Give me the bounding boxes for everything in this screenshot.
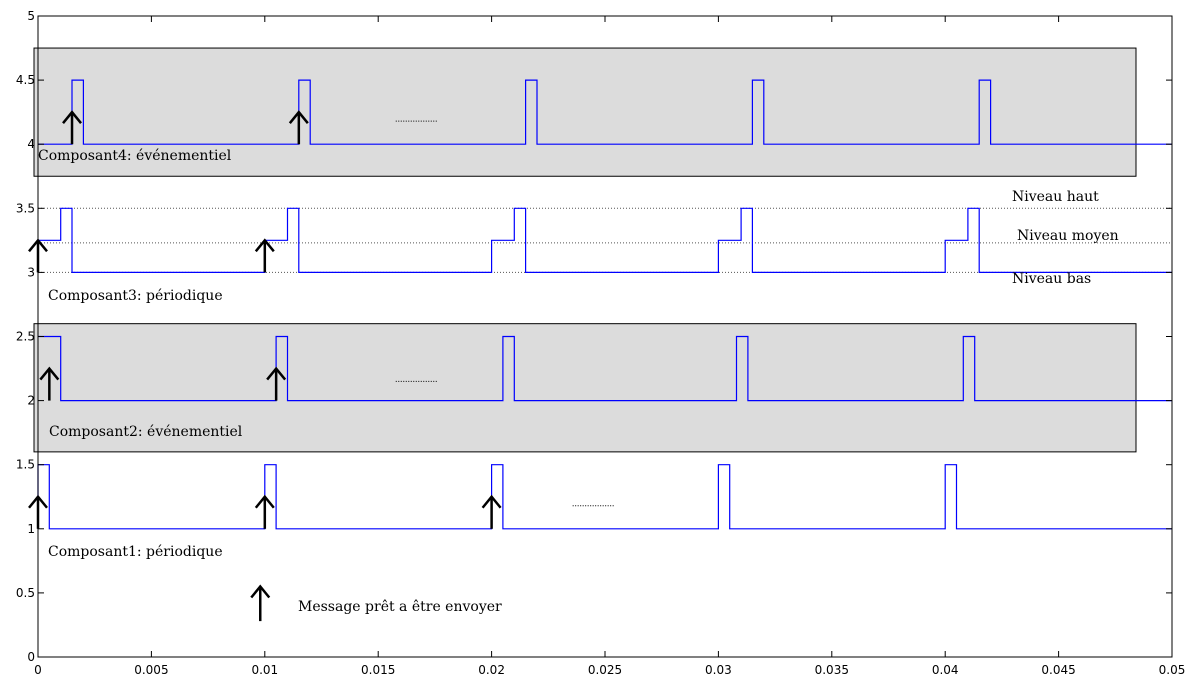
message-arrow-icon-6 [256,240,274,272]
series-label-3: Composant3: périodique [48,288,223,304]
series-label-1: Composant1: périodique [48,544,223,560]
legend: Message prêt a être envoyer [251,586,502,621]
x-tick-label-10: 0.05 [1159,663,1186,677]
x-tick-label-4: 0.02 [478,663,505,677]
y-tick-label-5: 2.5 [16,330,35,344]
y-tick-label-0: 0 [27,650,35,664]
y-tick-label-6: 3 [27,265,35,279]
x-tick-label-7: 0.035 [815,663,849,677]
x-tick-label-6: 0.03 [705,663,732,677]
message-arrow-icon-9 [483,497,501,529]
x-tick-label-9: 0.045 [1041,663,1075,677]
shaded-bands [34,48,1136,452]
level-label-2: Niveau moyen [1017,228,1119,244]
level-lines [38,208,1172,272]
y-tick-label-2: 1 [27,522,35,536]
x-tick-label-2: 0.01 [251,663,278,677]
series-line-1 [38,465,1172,529]
series-line-3 [38,208,1172,272]
x-tick-label-8: 0.04 [932,663,959,677]
legend-arrow-icon [251,586,269,621]
y-tick-label-10: 5 [27,9,35,23]
y-tick-label-4: 2 [27,394,35,408]
y-tick-label-7: 3.5 [16,201,35,215]
x-tick-label-0: 0 [34,663,42,677]
x-tick-label-5: 0.025 [588,663,622,677]
legend-arrow-icon [251,586,269,621]
legend-label: Message prêt a être envoyer [298,599,502,615]
x-tick-label-3: 0.015 [361,663,395,677]
y-tick-label-9: 4.5 [16,73,35,87]
level-label-1: Niveau haut [1012,189,1099,205]
series-label-4: Composant4: événementiel [38,148,232,164]
y-tick-label-1: 0.5 [16,586,35,600]
x-tick-label-1: 0.005 [134,663,168,677]
series-label-2: Composant2: événementiel [49,424,243,440]
message-arrow-icon-8 [256,497,274,529]
y-tick-label-8: 4 [27,137,35,151]
level-label-3: Niveau bas [1012,271,1091,287]
y-tick-label-3: 1.5 [16,458,35,472]
